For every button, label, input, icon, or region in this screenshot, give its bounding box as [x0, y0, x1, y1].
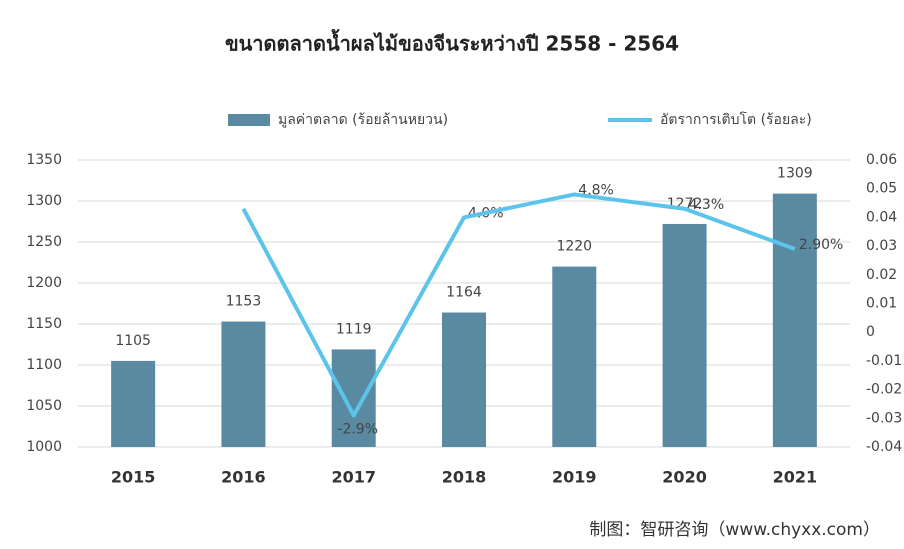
source: 制图：智研咨询（www.chyxx.com）	[589, 520, 880, 540]
bar	[442, 312, 486, 447]
line-value-label: -2.9%	[337, 421, 378, 437]
bar	[662, 223, 707, 447]
y2-tick-label: 0.03	[866, 238, 897, 254]
line-value-label: 2.90%	[799, 237, 843, 253]
y2-tick-label: 0.04	[866, 209, 897, 225]
x-tick-label: 2018	[442, 468, 487, 487]
x-tick-label: 2020	[662, 468, 707, 487]
y2-tick-label: 0.01	[866, 296, 897, 312]
y-tick-label: 1050	[26, 398, 62, 414]
bar-value-label: 1309	[777, 166, 813, 182]
y2-tick-label: -0.02	[866, 382, 902, 398]
y-tick-label: 1200	[26, 275, 62, 291]
legend-label: มูลค่าตลาด (ร้อยล้านหยวน)	[278, 112, 448, 128]
y-tick-label: 1250	[26, 234, 62, 250]
y2-tick-label: 0.06	[866, 152, 897, 168]
bar	[221, 321, 266, 447]
bar-value-label: 1164	[446, 285, 482, 301]
x-tick-label: 2021	[773, 468, 818, 487]
x-tick-label: 2017	[331, 468, 376, 487]
bar	[552, 266, 597, 447]
y-tick-label: 1300	[26, 193, 62, 209]
bar	[111, 360, 156, 447]
y2-tick-label: -0.04	[866, 439, 902, 455]
y2-tick-label: -0.01	[866, 353, 902, 369]
bar	[331, 349, 376, 447]
y2-tick-label: 0.02	[866, 267, 897, 283]
x-tick-label: 2015	[111, 468, 156, 487]
legend-label: อัตราการเติบโต (ร้อยละ)	[660, 111, 812, 128]
bar-value-label: 1105	[115, 333, 151, 349]
x-tick-label: 2016	[221, 468, 266, 487]
x-tick-label: 2019	[552, 468, 597, 487]
line	[241, 192, 796, 418]
y2-tick-label: -0.03	[866, 410, 902, 426]
y2-tick-label: 0.05	[866, 181, 897, 197]
y2-tick-label: 0	[866, 324, 875, 340]
chart-title: ขนาดตลาดน้ำผลไม้ของจีนระหว่างปี 2558 - 2…	[225, 29, 679, 56]
bar	[772, 193, 817, 447]
line-value-label: 4.3%	[689, 197, 725, 213]
bar-value-label: 1119	[336, 321, 372, 337]
y-tick-label: 1350	[26, 152, 62, 168]
y-tick-label: 1150	[26, 316, 62, 332]
legend-swatch	[228, 114, 270, 126]
y-tick-label: 1100	[26, 357, 62, 373]
bar-value-label: 1153	[226, 294, 262, 310]
y-tick-label: 1000	[26, 439, 62, 455]
bar-value-label: 1220	[556, 239, 592, 255]
